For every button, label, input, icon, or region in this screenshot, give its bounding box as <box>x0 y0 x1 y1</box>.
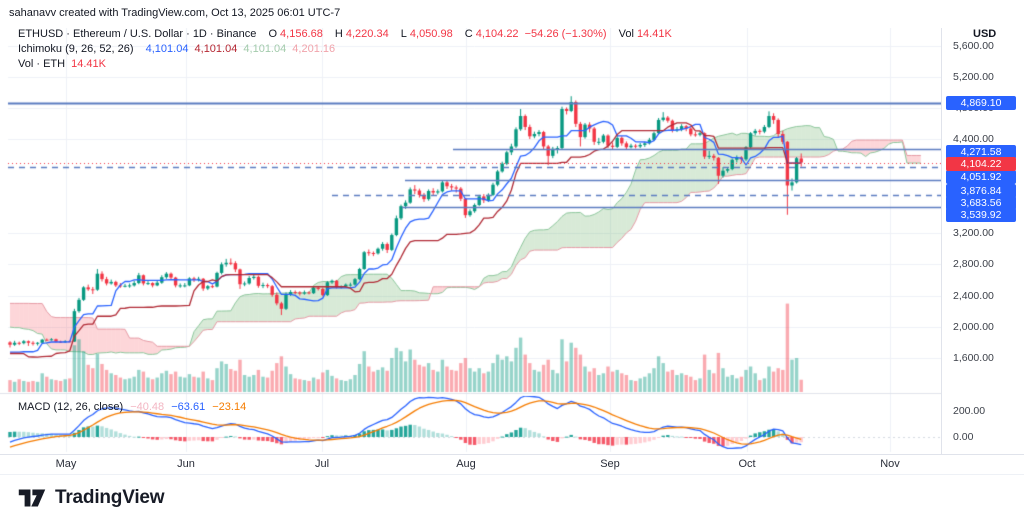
price-line-badge: 3,683.56 <box>946 196 1016 210</box>
time-axis-label: May <box>55 458 77 470</box>
high-value: 4,220.34 <box>345 28 389 40</box>
price-line-badge: 3,876.84 <box>946 184 1016 198</box>
macd-line-value: −63.61 <box>171 401 206 413</box>
macd-axis-label: 0.00 <box>953 431 974 443</box>
symbol-legend-row[interactable]: ETHUSD · Ethereum / U.S. Dollar · 1D · B… <box>18 27 675 42</box>
price-axis-label: 2,000.00 <box>953 320 994 333</box>
ichimoku-base-value: 4,101.04 <box>194 43 238 55</box>
open-value: 4,156.68 <box>280 28 323 40</box>
macd-histogram-value: −40.48 <box>130 401 165 413</box>
macd-title: MACD (12, 26, close) <box>18 401 124 413</box>
low-label: L <box>400 28 407 40</box>
price-axis-label: 2,400.00 <box>953 289 994 302</box>
close-value: 4,104.22 <box>475 28 519 40</box>
attribution-text: sahanavv created with TradingView.com, O… <box>9 7 341 19</box>
price-axis[interactable]: USD 5,600.005,200.004,800.004,400.003,20… <box>941 28 1024 454</box>
chart-legend: ETHUSD · Ethereum / U.S. Dollar · 1D · B… <box>18 27 675 72</box>
time-axis[interactable]: May Jun Jul Aug Sep Oct Nov <box>0 454 1024 475</box>
price-axis-label: 1,600.00 <box>953 352 994 364</box>
price-axis-label: 5,600.00 <box>953 39 994 52</box>
currency-label: USD <box>973 28 997 40</box>
close-label: C <box>464 28 473 40</box>
price-line-badge: 4,869.10 <box>946 96 1016 110</box>
macd-legend-row[interactable]: MACD (12, 26, close) −40.48 −63.61 −23.1… <box>18 401 250 413</box>
price-line-badge: 3,539.92 <box>946 208 1016 222</box>
volume-study-value: 14.41K <box>71 58 107 70</box>
time-axis-label: Jul <box>314 458 330 470</box>
current-price-badge: 4,104.22 <box>946 157 1016 171</box>
time-axis-label: Aug <box>456 458 476 470</box>
tradingview-logo-icon <box>18 487 46 509</box>
time-axis-label: Oct <box>738 458 756 470</box>
open-label: O <box>268 28 278 40</box>
change-value: −54.26 (−1.30%) <box>524 28 607 40</box>
macd-signal-value: −23.14 <box>212 401 247 413</box>
ichimoku-title: Ichimoku (9, 26, 52, 26) <box>18 43 134 55</box>
price-axis-label: 4,400.00 <box>953 133 994 146</box>
price-line-badge: 4,051.92 <box>946 170 1016 184</box>
price-axis-label: 2,800.00 <box>953 258 994 271</box>
ichimoku-conversion-value: 4,101.04 <box>145 43 189 55</box>
time-axis-label: Nov <box>880 458 900 470</box>
volume-legend-row[interactable]: Vol · ETH 14.41K <box>18 57 675 72</box>
price-axis-label: 3,200.00 <box>953 227 994 240</box>
symbol-title: ETHUSD · Ethereum / U.S. Dollar · 1D · B… <box>18 28 257 40</box>
tradingview-logo-text: TradingView <box>55 487 165 508</box>
price-line-badge: 4,271.58 <box>946 145 1016 159</box>
time-axis-label: Sep <box>600 458 620 470</box>
price-axis-label: 5,200.00 <box>953 71 994 83</box>
macd-axis-label: 200.00 <box>953 405 986 417</box>
volume-value: 14.41K <box>636 28 672 40</box>
ichimoku-lead1-value: 4,101.04 <box>243 43 287 55</box>
tradingview-logo[interactable]: TradingView <box>18 487 165 509</box>
volume-label: Vol <box>618 28 634 40</box>
ichimoku-lead2-value: 4,201.16 <box>292 43 336 55</box>
time-axis-label: Jun <box>177 458 195 470</box>
high-label: H <box>334 28 343 40</box>
ichimoku-legend-row[interactable]: Ichimoku (9, 26, 52, 26) 4,101.04 4,101.… <box>18 42 675 57</box>
low-value: 4,050.98 <box>409 28 453 40</box>
volume-study-title: Vol · ETH <box>18 58 66 70</box>
